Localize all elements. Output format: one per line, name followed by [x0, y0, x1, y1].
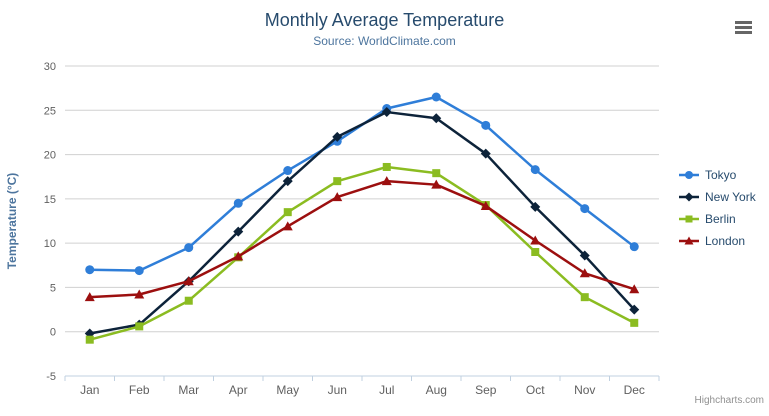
data-point-new-york[interactable]: [381, 107, 392, 118]
data-point-berlin[interactable]: [580, 293, 589, 302]
x-axis-label: Sep: [475, 383, 497, 397]
hamburger-bar: [735, 26, 752, 29]
legend-label: London: [705, 234, 746, 248]
data-point-tokyo[interactable]: [580, 204, 590, 214]
data-point-berlin[interactable]: [531, 248, 540, 256]
data-point-london[interactable]: [332, 192, 343, 202]
x-axis-label: Jun: [328, 383, 347, 397]
data-point-london[interactable]: [530, 235, 541, 245]
data-point-london[interactable]: [134, 289, 145, 299]
data-point-berlin[interactable]: [333, 177, 342, 186]
y-axis-tick-label: 15: [44, 194, 56, 206]
hamburger-bar: [735, 31, 752, 34]
y-axis-tick-label: 30: [44, 61, 56, 73]
data-point-berlin[interactable]: [135, 322, 144, 331]
x-axis-label: Dec: [624, 383, 645, 397]
data-point-london[interactable]: [282, 221, 293, 231]
legend: Tokyo New York Berlin London: [678, 164, 756, 252]
legend-label: New York: [705, 190, 756, 204]
y-axis-tick-label: 5: [50, 282, 56, 294]
data-point-tokyo[interactable]: [184, 243, 194, 253]
x-axis-label: Nov: [574, 383, 595, 397]
y-axis-tick-label: -5: [46, 371, 56, 383]
x-axis-label: Apr: [229, 383, 248, 397]
data-point-tokyo[interactable]: [530, 165, 540, 175]
legend-item-tokyo[interactable]: Tokyo: [678, 164, 756, 186]
data-point-london[interactable]: [579, 268, 590, 278]
data-point-tokyo[interactable]: [233, 198, 243, 208]
y-axis-tick-label: 0: [50, 327, 56, 339]
chart-title: Monthly Average Temperature: [264, 10, 505, 30]
data-point-new-york[interactable]: [282, 176, 293, 187]
legend-label: Tokyo: [705, 168, 737, 182]
data-point-tokyo[interactable]: [283, 166, 293, 176]
y-axis-tick-label: 10: [44, 238, 56, 250]
legend-label: Berlin: [705, 212, 736, 226]
data-point-new-york[interactable]: [332, 131, 343, 142]
data-point-london[interactable]: [480, 200, 491, 210]
series-line-tokyo[interactable]: [88, 95, 636, 272]
series-line-berlin[interactable]: [88, 165, 636, 341]
x-axis-label: Jul: [379, 383, 394, 397]
data-point-berlin[interactable]: [432, 169, 441, 178]
legend-marker-diamond-icon: [679, 192, 699, 202]
data-point-new-york[interactable]: [579, 250, 590, 261]
data-point-london[interactable]: [381, 176, 392, 186]
data-point-new-york[interactable]: [629, 304, 640, 315]
data-point-berlin[interactable]: [630, 318, 639, 327]
x-axis-label: Oct: [526, 383, 545, 397]
data-point-new-york[interactable]: [480, 148, 491, 159]
legend-item-berlin[interactable]: Berlin: [678, 208, 756, 230]
data-point-new-york[interactable]: [431, 113, 442, 124]
y-axis-tick-label: 20: [44, 150, 56, 162]
legend-item-new-york[interactable]: New York: [678, 186, 756, 208]
data-point-tokyo[interactable]: [85, 265, 95, 275]
data-point-london[interactable]: [233, 251, 244, 261]
series-line-london[interactable]: [88, 179, 636, 299]
x-axis-label: Jan: [80, 383, 99, 397]
series-line-new-york[interactable]: [88, 110, 636, 335]
data-point-london[interactable]: [629, 284, 640, 294]
chart-subtitle: Source: WorldClimate.com: [313, 34, 456, 48]
data-point-london[interactable]: [183, 276, 194, 286]
data-point-new-york[interactable]: [530, 201, 541, 212]
x-axis-label: Aug: [426, 383, 447, 397]
data-point-tokyo[interactable]: [134, 266, 144, 276]
data-point-berlin[interactable]: [283, 208, 292, 217]
data-point-tokyo[interactable]: [629, 242, 639, 252]
legend-item-london[interactable]: London: [678, 230, 756, 252]
y-axis-tick-label: 25: [44, 105, 56, 117]
data-point-london[interactable]: [431, 179, 442, 189]
hamburger-menu-icon[interactable]: [735, 21, 753, 35]
data-point-tokyo[interactable]: [481, 120, 491, 130]
legend-marker-square-icon: [679, 215, 699, 223]
data-point-berlin[interactable]: [85, 335, 94, 344]
x-axis-label: Feb: [129, 383, 150, 397]
credits-link[interactable]: Highcharts.com: [694, 395, 764, 406]
data-point-london[interactable]: [84, 292, 95, 302]
legend-marker-triangle-icon: [679, 236, 699, 245]
hamburger-bar: [735, 21, 752, 24]
data-point-berlin[interactable]: [382, 162, 391, 171]
legend-marker-circle-icon: [679, 171, 699, 179]
x-axis-label: May: [276, 383, 299, 397]
data-point-new-york[interactable]: [233, 226, 244, 237]
data-point-berlin[interactable]: [184, 296, 193, 305]
data-point-tokyo[interactable]: [431, 92, 441, 102]
x-axis-label: Mar: [178, 383, 199, 397]
